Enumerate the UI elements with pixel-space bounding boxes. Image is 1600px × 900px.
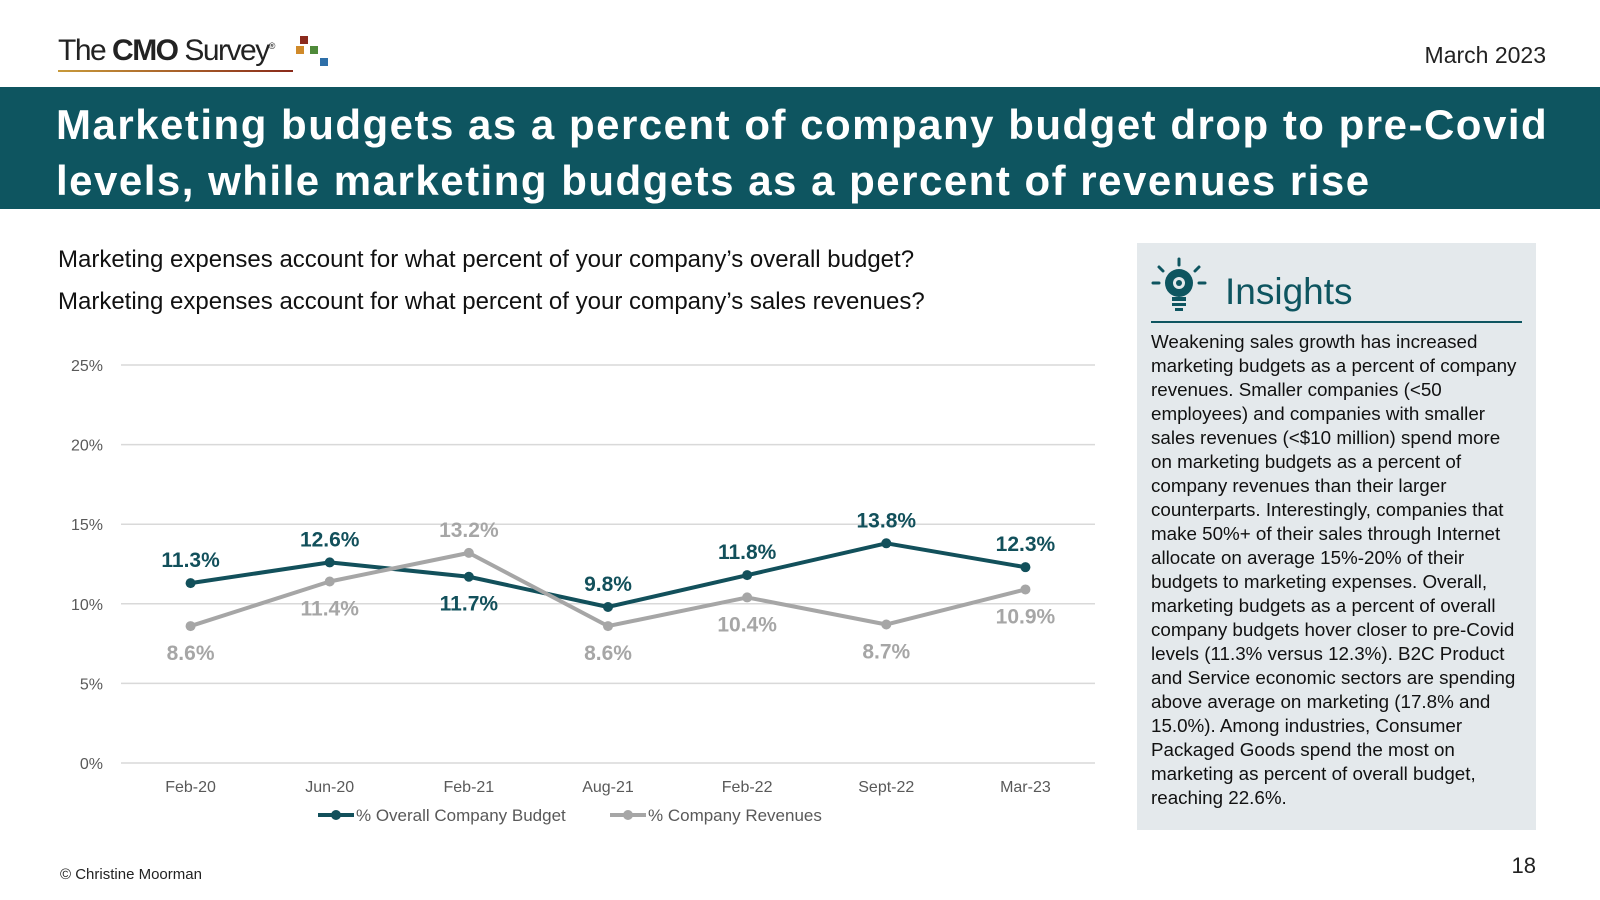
- logo-squares-icon: [296, 36, 336, 70]
- x-tick-label: Aug-21: [582, 779, 634, 796]
- y-tick-label: 15%: [71, 517, 103, 534]
- y-tick-label: 0%: [80, 756, 103, 773]
- y-tick-label: 10%: [71, 597, 103, 614]
- insights-text: Weakening sales growth has increased mar…: [1151, 331, 1517, 808]
- lightbulb-gear-icon: [1151, 257, 1207, 311]
- insights-panel: Insights Weakening sales growth has incr…: [1137, 243, 1536, 830]
- copyright: © Christine Moorman: [60, 866, 202, 883]
- report-date: March 2023: [1424, 42, 1546, 68]
- data-point: [185, 578, 196, 589]
- data-point: [463, 571, 474, 582]
- x-tick-label: Feb-21: [444, 779, 495, 796]
- legend-label: % Overall Company Budget: [356, 806, 566, 825]
- legend-swatch-marker: [331, 810, 341, 820]
- data-label: 13.8%: [857, 509, 917, 532]
- x-tick-label: Sept-22: [858, 779, 914, 796]
- page-title: Marketing budgets as a percent of compan…: [56, 101, 1549, 204]
- x-tick-label: Mar-23: [1000, 779, 1051, 796]
- y-tick-label: 25%: [71, 358, 103, 375]
- data-point: [1020, 562, 1031, 573]
- data-point: [603, 601, 613, 612]
- page-number: 18: [1511, 853, 1536, 878]
- x-tick-label: Jun-20: [305, 779, 354, 796]
- data-label: 12.3%: [996, 533, 1056, 556]
- data-label: 11.3%: [161, 549, 220, 572]
- insights-heading: Insights: [1225, 271, 1353, 312]
- data-point: [881, 538, 892, 549]
- cmo-survey-logo: The CMO Survey®: [58, 34, 328, 74]
- data-point: [463, 547, 474, 558]
- data-label: 11.7%: [440, 593, 499, 616]
- x-tick-label: Feb-20: [165, 779, 216, 796]
- data-label: 8.6%: [167, 642, 215, 665]
- data-label: 9.8%: [584, 573, 632, 596]
- data-point: [324, 576, 335, 587]
- insights-divider: [1151, 321, 1522, 323]
- data-label: 10.9%: [996, 605, 1056, 628]
- data-point: [742, 570, 753, 581]
- y-tick-label: 20%: [71, 438, 103, 455]
- data-label: 12.6%: [300, 528, 360, 551]
- data-label: 11.4%: [301, 598, 360, 621]
- data-point: [324, 557, 335, 568]
- data-point: [603, 621, 613, 632]
- logo-underline: [58, 70, 293, 72]
- y-tick-label: 5%: [80, 676, 103, 693]
- line-chart: 0% 5% 10% 15% 20% 25% Feb-20 Jun-20 Feb-21 Aug-21…: [71, 358, 1095, 825]
- x-tick-label: Feb-22: [722, 779, 773, 796]
- data-point: [742, 592, 753, 603]
- logo-wordmark: The CMO Survey®: [58, 34, 276, 67]
- data-label: 11.8%: [718, 541, 777, 564]
- data-label: 8.6%: [584, 642, 632, 665]
- title-banner: Marketing budgets as a percent of compan…: [0, 87, 1600, 209]
- question-sales-revenues: Marketing expenses account for what perc…: [58, 288, 925, 315]
- data-point: [185, 621, 196, 632]
- question-overall-budget: Marketing expenses account for what perc…: [58, 246, 915, 273]
- legend-swatch-marker: [623, 810, 633, 820]
- data-label: 8.7%: [862, 640, 910, 663]
- data-point: [1020, 584, 1031, 595]
- legend-label: % Company Revenues: [648, 806, 822, 825]
- data-label: 13.2%: [439, 519, 499, 542]
- data-label: 10.4%: [717, 613, 777, 636]
- data-point: [881, 619, 892, 630]
